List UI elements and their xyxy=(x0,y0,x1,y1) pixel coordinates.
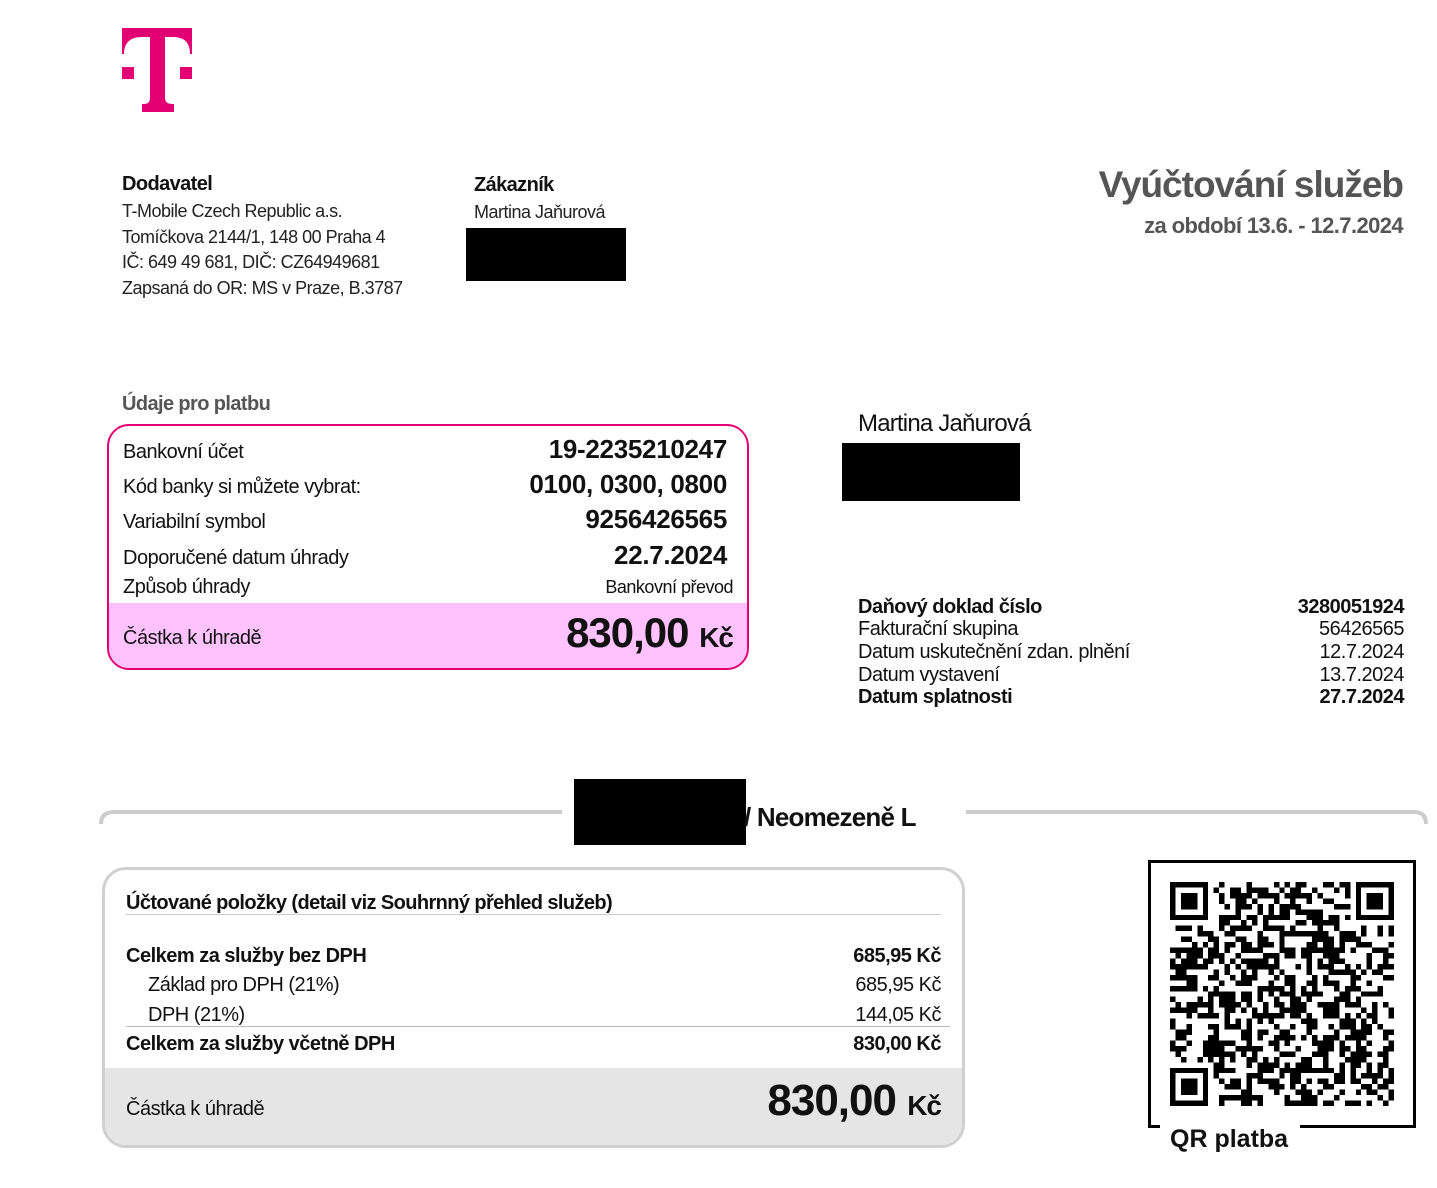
supplier-line: IČ: 649 49 681, DIČ: CZ64949681 xyxy=(122,252,380,272)
payment-method-label: Způsob úhrady xyxy=(123,576,250,598)
qr-modules xyxy=(1170,882,1394,1106)
amount-due-value: 830,00 xyxy=(566,609,689,656)
divider xyxy=(126,914,941,915)
variable-symbol-value: 9256426565 xyxy=(585,504,727,534)
qr-code xyxy=(1170,882,1394,1106)
vat-base-value: 685,95 Kč xyxy=(855,974,941,996)
payment-method-value: Bankovní převod xyxy=(605,577,733,597)
summary-amount-due-row: Částka k úhradě 830,00 Kč xyxy=(105,1068,962,1145)
supplier-line: T-Mobile Czech Republic a.s. xyxy=(122,201,343,221)
redacted-recipient-address xyxy=(842,443,1020,501)
total-incl-vat-label: Celkem za služby včetně DPH xyxy=(126,1033,395,1055)
billed-items-heading: Účtované položky (detail viz Souhrnný př… xyxy=(126,892,613,914)
bank-account-value: 19-2235210247 xyxy=(548,434,728,464)
t-mobile-logo xyxy=(122,28,192,112)
billing-group-value: 56426565 xyxy=(1319,618,1404,640)
qr-label-gap xyxy=(1160,1118,1300,1132)
issue-date-value: 13.7.2024 xyxy=(1319,664,1405,686)
vat-label: DPH (21%) xyxy=(148,1004,245,1026)
customer-name: Martina Jaňurová xyxy=(474,202,606,222)
due-date-value: 22.7.2024 xyxy=(614,540,727,570)
billed-items-box: Účtované položky (detail viz Souhrnný př… xyxy=(102,867,965,1148)
qr-label: QR platba xyxy=(1170,1125,1289,1153)
supplier-line: Zapsaná do OR: MS v Praze, B.3787 xyxy=(122,278,403,298)
summary-amount-due-label: Částka k úhradě xyxy=(126,1098,265,1120)
divider xyxy=(126,1026,950,1027)
supplier-line: Tomíčkova 2144/1, 148 00 Praha 4 xyxy=(122,227,386,247)
billing-period: za období 13.6. - 12.7.2024 xyxy=(1144,213,1404,238)
supplier-heading: Dodavatel xyxy=(122,173,213,195)
section-divider xyxy=(99,810,1428,825)
tax-doc-number-label: Daňový doklad číslo xyxy=(858,596,1042,618)
maturity-date-label: Datum splatnosti xyxy=(858,686,1013,708)
recipient-name: Martina Jaňurová xyxy=(858,410,1031,437)
maturity-date-value: 27.7.2024 xyxy=(1319,686,1405,708)
payment-heading: Údaje pro platbu xyxy=(122,393,271,415)
bank-account-label: Bankovní účet xyxy=(123,441,244,463)
redacted-phone-number xyxy=(574,779,746,845)
variable-symbol-label: Variabilní symbol xyxy=(123,511,266,533)
total-incl-vat-value: 830,00 Kč xyxy=(853,1033,941,1055)
vat-base-label: Základ pro DPH (21%) xyxy=(148,974,340,996)
payment-details-box: Bankovní účet 19-2235210247 Kód banky si … xyxy=(107,424,749,670)
document-title: Vyúčtování služeb xyxy=(1098,164,1404,205)
taxable-date-value: 12.7.2024 xyxy=(1319,641,1405,663)
summary-amount-due-value: 830,00 xyxy=(767,1076,897,1125)
currency: Kč xyxy=(907,1090,942,1121)
taxable-date-label: Datum uskutečnění zdan. plnění xyxy=(858,641,1130,663)
bank-code-value: 0100, 0300, 0800 xyxy=(529,469,727,499)
bank-code-label: Kód banky si můžete vybrat: xyxy=(123,476,361,498)
currency: Kč xyxy=(699,622,734,653)
amount-due-label: Částka k úhradě xyxy=(123,627,262,649)
total-excl-vat-label: Celkem za služby bez DPH xyxy=(126,945,367,967)
total-excl-vat-value: 685,95 Kč xyxy=(853,945,941,967)
redacted-address xyxy=(466,228,626,281)
amount-due-row: Částka k úhradě 830,00 Kč xyxy=(109,603,747,668)
issue-date-label: Datum vystavení xyxy=(858,664,1000,686)
billing-group-label: Fakturační skupina xyxy=(858,618,1018,640)
due-date-label: Doporučené datum úhrady xyxy=(123,547,349,569)
section-title: / Neomezeně L xyxy=(744,802,916,832)
vat-value: 144,05 Kč xyxy=(855,1004,941,1026)
customer-heading: Zákazník xyxy=(474,174,554,196)
tax-doc-number-value: 3280051924 xyxy=(1297,596,1405,618)
